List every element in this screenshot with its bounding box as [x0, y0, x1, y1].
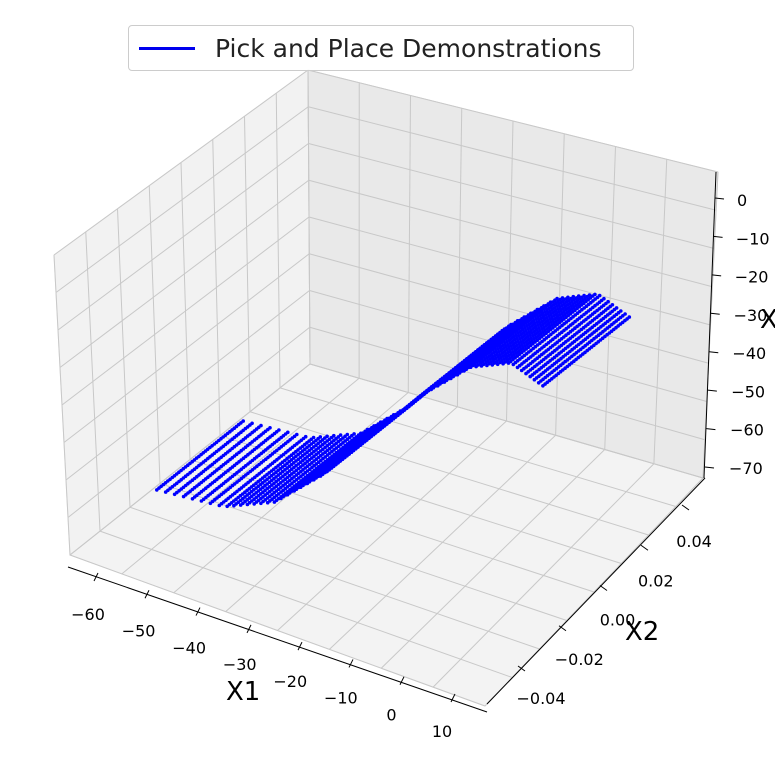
- y-tick-label: −0.02: [555, 650, 604, 669]
- data-point: [566, 296, 570, 300]
- data-point: [593, 293, 597, 297]
- x-tick-label: −10: [324, 689, 358, 708]
- y-tick-mark: [600, 586, 607, 591]
- data-point: [542, 304, 546, 308]
- legend-line-swatch: [139, 47, 195, 50]
- x-tick-label: 0: [386, 705, 396, 724]
- z-tick-mark: [706, 429, 715, 430]
- data-point: [295, 433, 299, 437]
- data-point: [319, 435, 323, 439]
- data-point: [339, 433, 343, 437]
- x-tick-label: −20: [273, 672, 307, 691]
- data-point: [405, 406, 409, 410]
- y-axis-label: X2: [625, 617, 659, 647]
- data-point: [623, 312, 627, 316]
- data-point: [509, 323, 513, 327]
- data-point: [457, 364, 461, 368]
- data-point: [259, 424, 263, 428]
- z-tick-mark: [712, 275, 721, 276]
- data-point: [359, 432, 363, 436]
- x-axis-label: X1: [226, 677, 260, 707]
- data-point: [425, 391, 429, 395]
- data-point: [561, 296, 565, 300]
- data-point: [483, 343, 487, 347]
- data-point: [332, 434, 336, 438]
- x-tick-label: −50: [122, 622, 156, 641]
- data-point: [606, 300, 610, 304]
- data-point: [444, 375, 448, 379]
- data-point: [516, 319, 520, 323]
- data-point: [379, 420, 383, 424]
- data-point: [555, 297, 559, 301]
- y-tick-mark: [682, 505, 689, 510]
- x-tick-label: 10: [432, 722, 452, 741]
- data-point: [529, 312, 533, 316]
- z-tick-label: 0: [737, 191, 747, 210]
- data-point: [372, 424, 376, 428]
- data-point: [470, 354, 474, 358]
- z-tick-mark: [708, 390, 717, 391]
- data-point: [628, 315, 632, 319]
- x-tick-label: −30: [223, 655, 257, 674]
- data-point: [346, 433, 350, 437]
- x-tick-label: −60: [71, 605, 105, 624]
- z-tick-label: −70: [729, 459, 763, 478]
- x-tick-mark: [349, 659, 353, 667]
- data-point: [431, 385, 435, 389]
- data-point: [438, 380, 442, 384]
- data-point: [277, 428, 281, 432]
- data-point: [503, 327, 507, 331]
- data-point: [392, 413, 396, 417]
- y-tick-label: −0.04: [516, 689, 565, 708]
- y-tick-mark: [641, 545, 648, 550]
- data-point: [399, 409, 403, 413]
- legend: Pick and Place Demonstrations: [128, 25, 634, 71]
- data-point: [477, 348, 481, 352]
- data-point: [490, 338, 494, 342]
- z-tick-mark: [711, 313, 720, 314]
- z-tick-label: −20: [735, 268, 769, 287]
- data-point: [304, 435, 308, 439]
- y-tick-label: 0.02: [638, 571, 674, 590]
- data-point: [325, 435, 329, 439]
- data-point: [352, 432, 356, 436]
- z-axis-label: X: [760, 305, 775, 335]
- x-tick-mark: [298, 642, 302, 650]
- x-tick-label: −40: [172, 638, 206, 657]
- data-point: [598, 294, 602, 298]
- data-point: [602, 297, 606, 301]
- data-point: [366, 428, 370, 432]
- y-tick-label: 0.04: [676, 532, 712, 551]
- z-tick-mark: [705, 467, 714, 468]
- data-point: [611, 303, 615, 307]
- data-point: [619, 309, 623, 313]
- data-point: [286, 431, 290, 435]
- data-point: [464, 359, 468, 363]
- data-point: [241, 419, 245, 423]
- data-point: [582, 294, 586, 298]
- z-tick-label: −50: [731, 382, 765, 401]
- z-tick-label: −60: [730, 421, 764, 440]
- legend-label: Pick and Place Demonstrations: [215, 34, 602, 63]
- data-point: [536, 308, 540, 312]
- z-tick-label: −40: [732, 344, 766, 363]
- data-point: [418, 396, 422, 400]
- data-point: [451, 369, 455, 373]
- data-point: [577, 294, 581, 298]
- data-point: [549, 300, 553, 304]
- data-point: [496, 332, 500, 336]
- data-point: [268, 426, 272, 430]
- data-point: [312, 436, 316, 440]
- data-point: [385, 417, 389, 421]
- data-point: [412, 401, 416, 405]
- data-point: [588, 293, 592, 297]
- data-point: [250, 422, 254, 426]
- z-tick-mark: [709, 352, 718, 353]
- data-point: [522, 315, 526, 319]
- data-point: [572, 295, 576, 299]
- z-tick-label: −10: [736, 229, 770, 248]
- data-point: [615, 306, 619, 310]
